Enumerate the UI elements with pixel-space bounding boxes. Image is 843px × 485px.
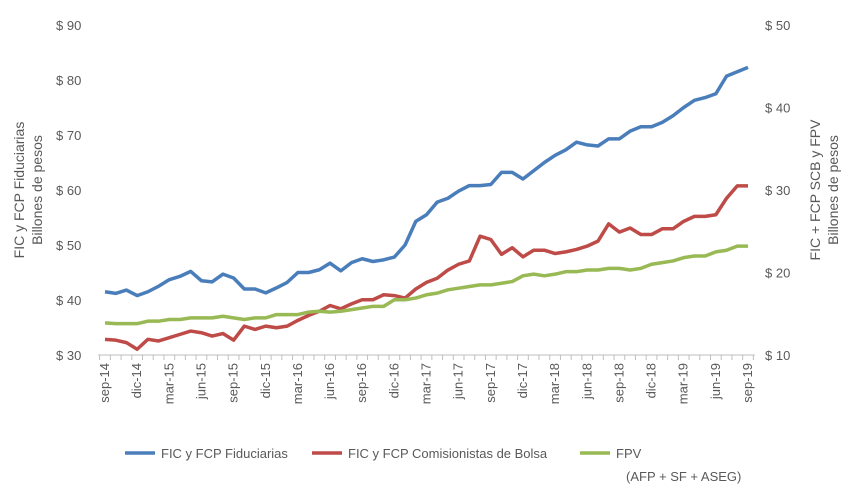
- y2-tick-label: $ 30: [765, 183, 790, 198]
- x-tick-label: sep-16: [354, 363, 369, 403]
- x-tick-label: dic-18: [644, 363, 659, 398]
- x-tick-label: sep-19: [740, 363, 755, 403]
- y2-tick-label: $ 20: [765, 266, 790, 281]
- y2-axis-title: FIC + FCP SCB y FPV Billones de pesos: [807, 119, 841, 261]
- x-tick-label: mar-19: [676, 363, 691, 404]
- y2-axis-title-line: FIC + FCP SCB y FPV: [807, 119, 823, 261]
- series-line: [104, 184, 748, 351]
- x-tick-label: jun-19: [708, 363, 723, 400]
- y2-axis-title-line: Billones de pesos: [825, 135, 841, 245]
- x-tick-label: dic-15: [258, 363, 273, 398]
- x-tick-label: jun-17: [451, 363, 466, 400]
- x-tick-label: sep-14: [97, 363, 112, 403]
- x-tick-label: dic-16: [386, 363, 401, 398]
- x-tick-label: mar-16: [290, 363, 305, 404]
- series-line: [104, 244, 748, 326]
- y2-tick-label: $ 40: [765, 101, 790, 116]
- x-tick-label: jun-15: [193, 363, 208, 400]
- y2-tick-label: $ 50: [765, 18, 790, 33]
- legend-label: FIC y FCP Comisionistas de Bolsa: [348, 446, 548, 461]
- x-tick-label: dic-14: [129, 363, 144, 398]
- x-tick-label: mar-17: [419, 363, 434, 404]
- legend-label: FIC y FCP Fiduciarias: [161, 446, 288, 461]
- legend-note: (AFP + SF + ASEG): [626, 469, 741, 484]
- x-tick-label: dic-17: [515, 363, 530, 398]
- y-tick-label: $ 60: [56, 183, 81, 198]
- y-axis-title: FIC y FCP Fiduciarias Billones de pesos: [11, 122, 45, 259]
- series-line: [104, 65, 749, 298]
- x-tick-label: jun-18: [579, 363, 594, 400]
- y2-tick-label: $ 10: [765, 348, 790, 363]
- x-tick-label: jun-16: [322, 363, 337, 400]
- y-tick-label: $ 70: [56, 128, 81, 143]
- x-tick-label: sep-18: [611, 363, 626, 403]
- x-tick-label: sep-15: [226, 363, 241, 403]
- x-tick-label: mar-18: [547, 363, 562, 404]
- y-tick-label: $ 30: [56, 348, 81, 363]
- x-tick-label: mar-15: [161, 363, 176, 404]
- y-axis-title-line: FIC y FCP Fiduciarias: [11, 122, 27, 259]
- y-tick-label: $ 50: [56, 238, 81, 253]
- x-tick-label: sep-17: [483, 363, 498, 403]
- y-tick-label: $ 80: [56, 73, 81, 88]
- y-tick-label: $ 90: [56, 18, 81, 33]
- y-tick-label: $ 40: [56, 293, 81, 308]
- y-axis-title-line: Billones de pesos: [29, 135, 45, 245]
- legend-label: FPV: [616, 446, 642, 461]
